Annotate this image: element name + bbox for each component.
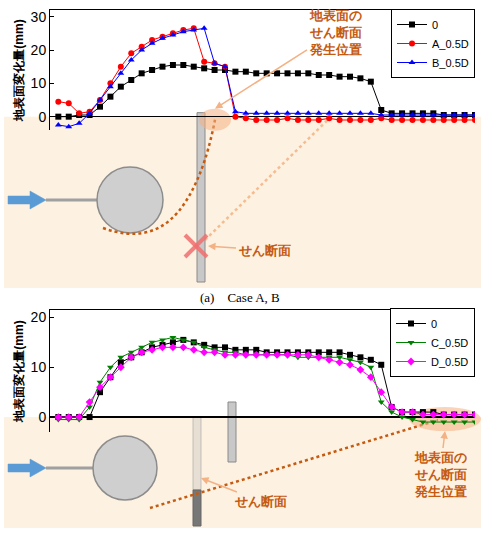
svg-text:A_0.5D: A_0.5D <box>432 38 469 50</box>
svg-text:0: 0 <box>38 109 46 125</box>
svg-text:0: 0 <box>38 409 46 425</box>
svg-text:0: 0 <box>432 19 438 31</box>
svg-text:C_0.5D: C_0.5D <box>431 337 468 349</box>
svg-text:20: 20 <box>31 309 47 325</box>
svg-text:せん断面: せん断面 <box>234 494 287 509</box>
svg-text:地表面変化量(mm): 地表面変化量(mm) <box>12 19 26 121</box>
svg-text:地表面変化量(mm): 地表面変化量(mm) <box>12 320 26 422</box>
svg-text:地表面のせん断面発生位置: 地表面のせん断面発生位置 <box>309 8 362 57</box>
svg-text:0: 0 <box>431 318 437 330</box>
svg-text:10: 10 <box>31 75 47 91</box>
svg-text:せん断面: せん断面 <box>238 243 291 258</box>
svg-text:(a) Case A, B: (a) Case A, B <box>200 290 280 305</box>
svg-text:20: 20 <box>31 42 47 58</box>
svg-text:地表面のせん断面発生位置: 地表面のせん断面発生位置 <box>414 450 467 499</box>
svg-text:30: 30 <box>31 9 47 25</box>
svg-text:B_0.5D: B_0.5D <box>432 57 469 69</box>
svg-text:D_0.5D: D_0.5D <box>431 356 468 368</box>
svg-text:10: 10 <box>31 359 47 375</box>
